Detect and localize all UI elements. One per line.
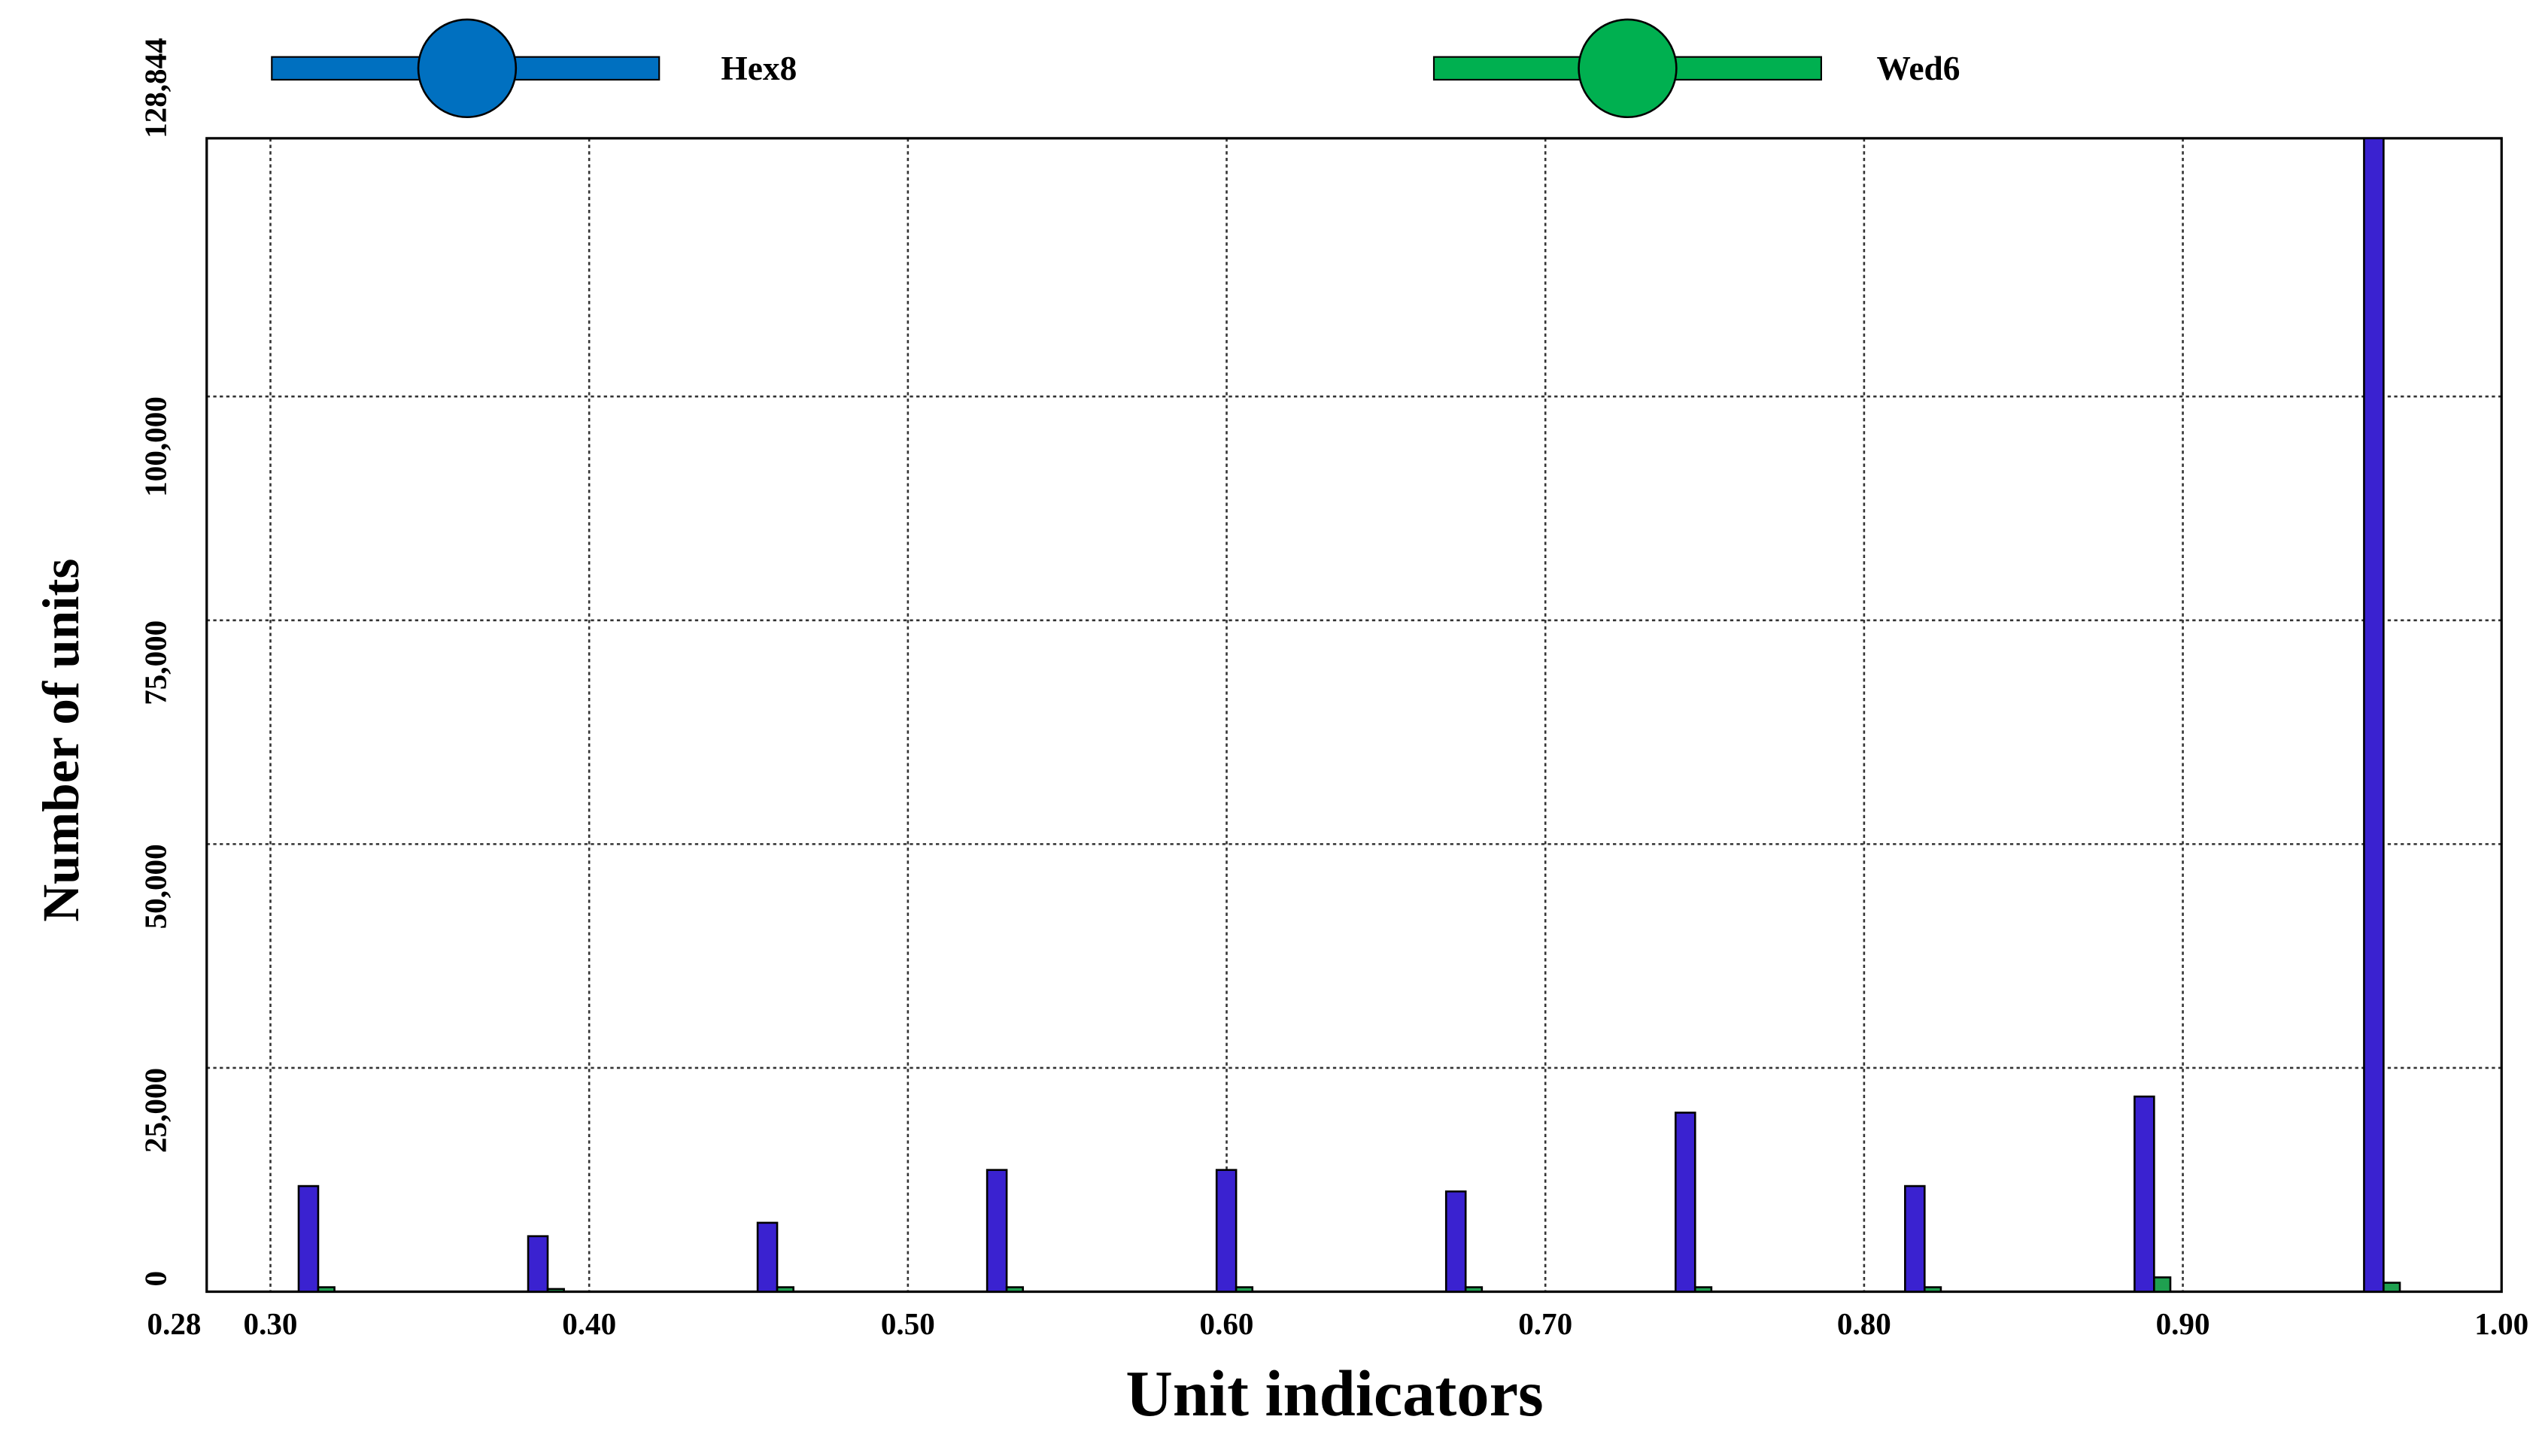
bar (1674, 1112, 1696, 1293)
bar (756, 1221, 779, 1293)
bar (2134, 1095, 2155, 1293)
bar (297, 1185, 320, 1293)
bar (1923, 1286, 1942, 1293)
y-axis-title: Number of units (32, 559, 90, 922)
legend-label: Wed6 (1876, 50, 1960, 87)
y-tick-label: 128,844 (138, 38, 173, 138)
bar (2383, 1282, 2401, 1293)
plot-border (205, 137, 2503, 1294)
x-tick-label: 0.28 (147, 1306, 202, 1341)
y-tick-label: 0 (138, 1271, 173, 1287)
y-tick-label: 50,000 (138, 844, 173, 929)
x-tick-label: 0.40 (562, 1306, 616, 1341)
bar (1444, 1190, 1467, 1293)
x-tick-label: 0.70 (1518, 1306, 1572, 1341)
bar (986, 1169, 1008, 1293)
x-tick-label: 0.30 (244, 1306, 298, 1341)
bar (1693, 1286, 1713, 1293)
y-tick-label: 25,000 (138, 1068, 173, 1153)
bar (1215, 1169, 1238, 1293)
x-tick-label: 0.90 (2156, 1306, 2210, 1341)
x-tick-label: 0.80 (1837, 1306, 1891, 1341)
bar (1005, 1286, 1025, 1293)
bar (2153, 1276, 2172, 1293)
x-tick-label: 0.60 (1200, 1306, 1254, 1341)
x-tick-label: 0.50 (881, 1306, 935, 1341)
bar (527, 1235, 549, 1293)
bar (1904, 1185, 1926, 1293)
bar (1464, 1286, 1484, 1293)
bar (546, 1288, 565, 1293)
x-axis-title: Unit indicators (1125, 1357, 1543, 1430)
legend-marker (1578, 18, 1678, 119)
y-tick-label: 75,000 (138, 620, 173, 705)
y-tick-label: 100,000 (138, 396, 173, 497)
legend-label: Hex8 (721, 50, 797, 87)
bar (1235, 1286, 1254, 1293)
bar (2363, 137, 2385, 1293)
bar (317, 1286, 336, 1293)
legend-marker (417, 18, 518, 119)
x-tick-label: 1.00 (2474, 1306, 2528, 1341)
bar (776, 1286, 794, 1293)
